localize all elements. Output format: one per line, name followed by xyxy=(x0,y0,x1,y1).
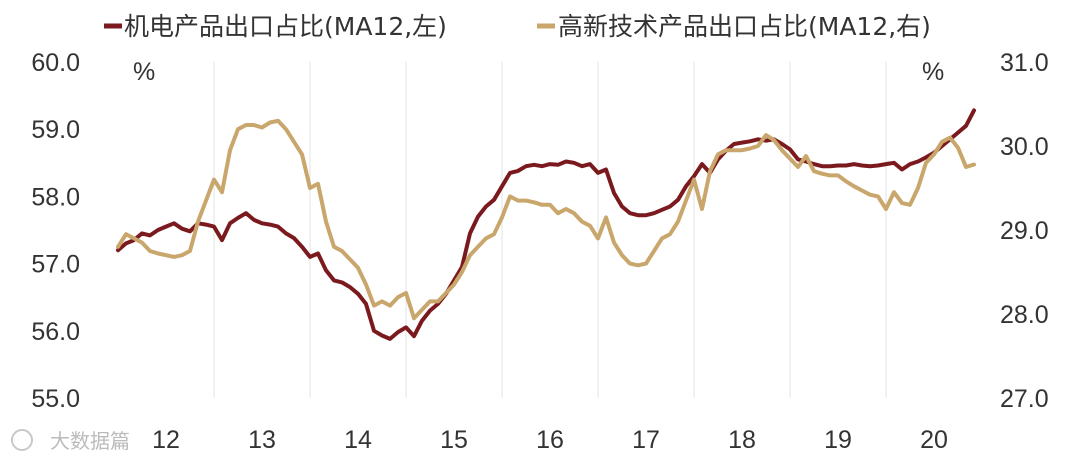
x-tick-label-4: 16 xyxy=(536,426,564,454)
x-axis: 12 13 14 15 16 17 18 19 20 xyxy=(152,426,948,454)
left-tick-label-1: 56.0 xyxy=(31,318,80,346)
x-tick-label-2: 14 xyxy=(344,426,372,454)
legend: 机电产品出口占比(MA12,左) 高新技术产品出口占比(MA12,右) xyxy=(104,12,931,41)
x-tick-label-1: 13 xyxy=(248,426,276,454)
watermark-logo-icon xyxy=(11,429,33,451)
right-tick-label-1: 28.0 xyxy=(1000,301,1049,329)
right-unit-label: % xyxy=(922,58,944,86)
watermark-text: 大数据篇 xyxy=(50,429,130,453)
right-tick-label-2: 29.0 xyxy=(1000,217,1049,245)
left-tick-label-2: 57.0 xyxy=(31,251,80,279)
right-tick-label-3: 30.0 xyxy=(1000,133,1049,161)
watermark: 大数据篇 xyxy=(11,429,130,453)
x-tick-label-8: 20 xyxy=(920,426,948,454)
left-unit-label: % xyxy=(133,58,155,86)
right-tick-label-0: 27.0 xyxy=(1000,385,1049,413)
x-tick-label-0: 12 xyxy=(152,426,180,454)
left-tick-label-3: 58.0 xyxy=(31,183,80,211)
right-axis: 27.0 28.0 29.0 30.0 31.0 xyxy=(1000,49,1049,413)
series-lines xyxy=(116,108,976,341)
left-tick-label-0: 55.0 xyxy=(31,385,80,413)
series-line-1 xyxy=(116,118,976,321)
right-tick-label-4: 31.0 xyxy=(1000,49,1049,77)
left-tick-label-5: 60.0 xyxy=(31,49,80,77)
legend-label-series-0: 机电产品出口占比(MA12,左) xyxy=(124,12,447,41)
x-tick-label-7: 19 xyxy=(824,426,852,454)
series-line-0 xyxy=(116,108,976,341)
x-tick-label-3: 15 xyxy=(440,426,468,454)
legend-label-series-1: 高新技术产品出口占比(MA12,右) xyxy=(558,12,931,41)
left-axis: 55.0 56.0 57.0 58.0 59.0 60.0 xyxy=(31,49,80,413)
grid-lines xyxy=(213,62,887,398)
x-tick-label-6: 18 xyxy=(728,426,756,454)
left-tick-label-4: 59.0 xyxy=(31,116,80,144)
x-tick-label-5: 17 xyxy=(632,426,660,454)
